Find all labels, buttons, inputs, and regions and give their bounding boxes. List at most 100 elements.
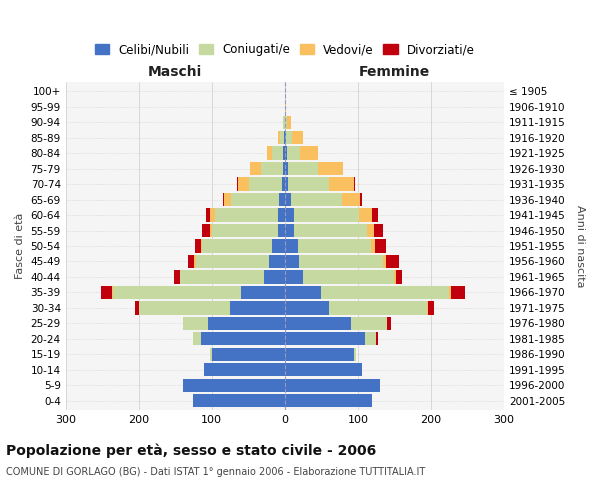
Bar <box>350 317 387 330</box>
Bar <box>181 270 265 283</box>
Bar <box>287 116 290 128</box>
Bar <box>285 348 354 361</box>
Bar <box>279 193 285 206</box>
Bar <box>285 286 322 299</box>
Bar <box>283 146 285 160</box>
Bar <box>285 317 350 330</box>
Bar <box>223 193 224 206</box>
Bar <box>209 208 215 222</box>
Bar <box>278 131 280 144</box>
Bar <box>293 208 359 222</box>
Bar <box>342 193 360 206</box>
Bar <box>427 302 428 314</box>
Bar <box>224 193 232 206</box>
Bar <box>265 270 285 283</box>
Text: COMUNE DI GORLAGO (BG) - Dati ISTAT 1° gennaio 2006 - Elaborazione TUTTITALIA.IT: COMUNE DI GORLAGO (BG) - Dati ISTAT 1° g… <box>6 467 425 477</box>
Bar <box>365 332 376 345</box>
Bar <box>287 146 300 160</box>
Bar <box>179 270 181 283</box>
Bar <box>354 178 355 190</box>
Bar <box>212 224 278 237</box>
Text: Femmine: Femmine <box>359 65 430 79</box>
Bar <box>289 162 317 175</box>
Bar <box>292 131 303 144</box>
Bar <box>206 208 209 222</box>
Bar <box>329 302 427 314</box>
Bar <box>196 255 269 268</box>
Bar <box>266 146 272 160</box>
Bar <box>285 208 293 222</box>
Bar <box>285 162 289 175</box>
Bar <box>215 208 278 222</box>
Bar <box>285 379 380 392</box>
Bar <box>285 255 299 268</box>
Bar <box>293 224 367 237</box>
Bar <box>272 146 283 160</box>
Bar <box>285 224 293 237</box>
Bar <box>289 178 329 190</box>
Bar <box>250 162 261 175</box>
Bar <box>451 286 465 299</box>
Bar <box>112 286 113 299</box>
Bar <box>371 240 374 252</box>
Bar <box>261 162 283 175</box>
Legend: Celibi/Nubili, Coniugati/e, Vedovi/e, Divorziati/e: Celibi/Nubili, Coniugati/e, Vedovi/e, Di… <box>90 38 479 61</box>
Bar <box>202 224 209 237</box>
Bar <box>139 302 230 314</box>
Bar <box>329 178 354 190</box>
Bar <box>205 364 285 376</box>
Bar <box>202 240 272 252</box>
Bar <box>359 208 373 222</box>
Bar <box>209 224 212 237</box>
Bar <box>299 255 383 268</box>
Bar <box>249 178 282 190</box>
Bar <box>360 193 362 206</box>
Text: Maschi: Maschi <box>148 65 202 79</box>
Bar <box>285 270 303 283</box>
Bar <box>188 255 194 268</box>
Bar <box>278 208 285 222</box>
Bar <box>394 270 396 283</box>
Bar <box>272 240 285 252</box>
Bar <box>285 178 289 190</box>
Bar <box>298 240 371 252</box>
Y-axis label: Anni di nascita: Anni di nascita <box>575 204 585 287</box>
Bar <box>285 364 362 376</box>
Bar <box>269 255 285 268</box>
Bar <box>193 332 201 345</box>
Bar <box>285 193 290 206</box>
Bar <box>303 270 394 283</box>
Bar <box>232 193 279 206</box>
Bar <box>374 224 383 237</box>
Bar <box>374 240 386 252</box>
Bar <box>396 270 401 283</box>
Bar <box>373 208 379 222</box>
Bar <box>290 193 342 206</box>
Bar <box>387 317 391 330</box>
Bar <box>285 394 373 407</box>
Bar <box>286 131 292 144</box>
Bar <box>182 379 285 392</box>
Bar <box>322 286 449 299</box>
Text: Popolazione per età, sesso e stato civile - 2006: Popolazione per età, sesso e stato civil… <box>6 444 376 458</box>
Bar <box>230 302 285 314</box>
Bar <box>208 317 285 330</box>
Bar <box>212 348 285 361</box>
Bar <box>285 332 365 345</box>
Bar <box>135 302 139 314</box>
Bar <box>284 131 285 144</box>
Bar <box>280 131 284 144</box>
Bar <box>367 224 374 237</box>
Bar <box>283 162 285 175</box>
Bar <box>383 255 386 268</box>
Bar <box>285 302 329 314</box>
Y-axis label: Fasce di età: Fasce di età <box>15 213 25 279</box>
Bar <box>285 116 287 128</box>
Bar <box>317 162 343 175</box>
Bar <box>201 240 202 252</box>
Bar <box>282 178 285 190</box>
Bar <box>193 394 285 407</box>
Bar <box>195 240 201 252</box>
Bar <box>238 178 249 190</box>
Bar <box>283 116 285 128</box>
